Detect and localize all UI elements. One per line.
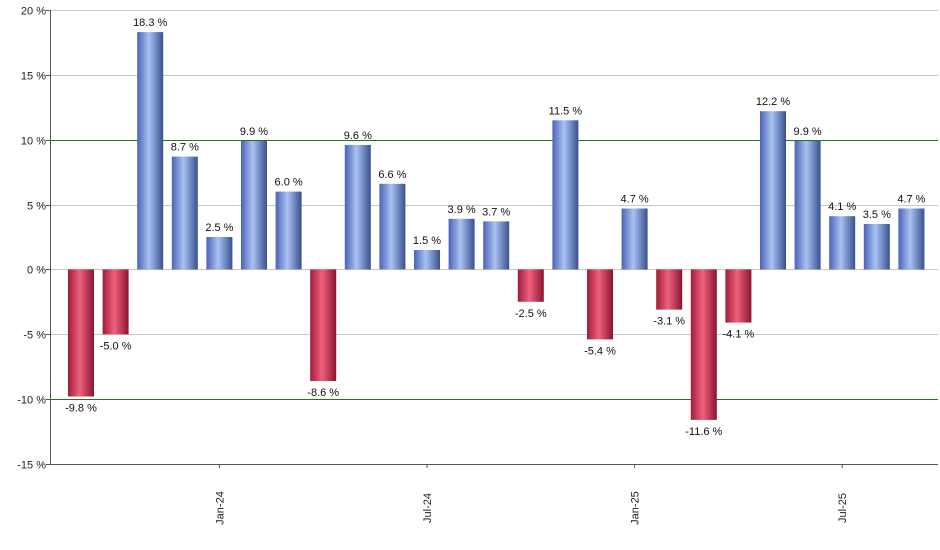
grid-lines bbox=[50, 10, 938, 465]
data-label: 4.7 % bbox=[897, 194, 925, 206]
data-label: 18.3 % bbox=[133, 17, 167, 29]
data-label: -5.4 % bbox=[584, 346, 616, 358]
data-label: -2.5 % bbox=[515, 308, 547, 320]
data-label: 4.7 % bbox=[621, 194, 649, 206]
bar bbox=[137, 32, 164, 270]
bar bbox=[275, 191, 302, 270]
bar bbox=[310, 269, 337, 381]
x-tick-label: Jan-24 bbox=[214, 491, 226, 525]
x-tick-label: Jul-24 bbox=[422, 493, 434, 523]
bar bbox=[760, 111, 786, 270]
data-label: 1.5 % bbox=[413, 235, 441, 247]
data-label: -5.0 % bbox=[100, 340, 132, 352]
y-tick-label: 0 % bbox=[27, 265, 46, 277]
y-tick-label: 15 % bbox=[21, 71, 46, 83]
data-label: 11.5 % bbox=[549, 105, 583, 117]
bar bbox=[379, 183, 406, 270]
data-label: 12.2 % bbox=[756, 96, 790, 108]
bar bbox=[690, 269, 717, 420]
bar bbox=[102, 269, 129, 335]
x-axis: Jan-24 Jul-24 Jan-25 Jul-25 bbox=[50, 464, 938, 525]
bar bbox=[587, 269, 613, 340]
data-label: -3.1 % bbox=[653, 316, 685, 328]
bar bbox=[448, 218, 475, 270]
bar bbox=[621, 208, 648, 270]
data-label: 4.1 % bbox=[828, 201, 856, 213]
y-tick-label: -5 % bbox=[23, 330, 46, 342]
bar bbox=[171, 156, 198, 270]
bar bbox=[552, 120, 579, 270]
data-label: 9.9 % bbox=[794, 126, 822, 138]
data-label: 6.0 % bbox=[275, 177, 303, 189]
bars bbox=[68, 32, 925, 420]
y-tick-label: -15 % bbox=[17, 460, 46, 472]
bar bbox=[898, 208, 925, 270]
bar bbox=[725, 269, 752, 323]
bar bbox=[656, 269, 683, 310]
x-tick-label: Jan-25 bbox=[630, 491, 642, 525]
y-tick-label: -10 % bbox=[17, 395, 46, 407]
data-label: 8.7 % bbox=[171, 142, 199, 154]
y-tick-label: 5 % bbox=[27, 201, 46, 213]
y-tick-label: 20 % bbox=[21, 6, 46, 18]
data-label: 6.6 % bbox=[378, 169, 406, 181]
data-labels: -9.8 % -5.0 % 18.3 % 8.7 % 2.5 % 9.9 % 6.0 % -8… bbox=[65, 17, 926, 438]
y-axis: -15 % -10 % -5 % 0 % 5 % 10 % 15 % 20 % bbox=[17, 6, 51, 472]
data-label: 3.9 % bbox=[448, 204, 476, 216]
bar bbox=[863, 224, 890, 270]
data-label: -11.6 % bbox=[685, 426, 722, 438]
y-tick-label: 10 % bbox=[21, 136, 46, 148]
data-label: 9.9 % bbox=[240, 126, 268, 138]
bar bbox=[483, 221, 510, 270]
data-label: 2.5 % bbox=[205, 222, 233, 234]
bar bbox=[68, 269, 94, 397]
bar bbox=[344, 144, 371, 270]
bar bbox=[829, 216, 856, 270]
bar bbox=[241, 141, 267, 270]
bar bbox=[414, 250, 440, 270]
bar bbox=[794, 141, 821, 270]
data-label: 3.7 % bbox=[482, 206, 510, 218]
data-label: -4.1 % bbox=[723, 329, 755, 341]
data-label: 9.6 % bbox=[344, 130, 372, 142]
data-label: -8.6 % bbox=[307, 387, 339, 399]
data-label: -9.8 % bbox=[65, 403, 97, 415]
bar bbox=[517, 269, 544, 302]
x-tick-label: Jul-25 bbox=[837, 493, 849, 523]
bar bbox=[206, 237, 233, 270]
data-label: 3.5 % bbox=[863, 209, 891, 221]
